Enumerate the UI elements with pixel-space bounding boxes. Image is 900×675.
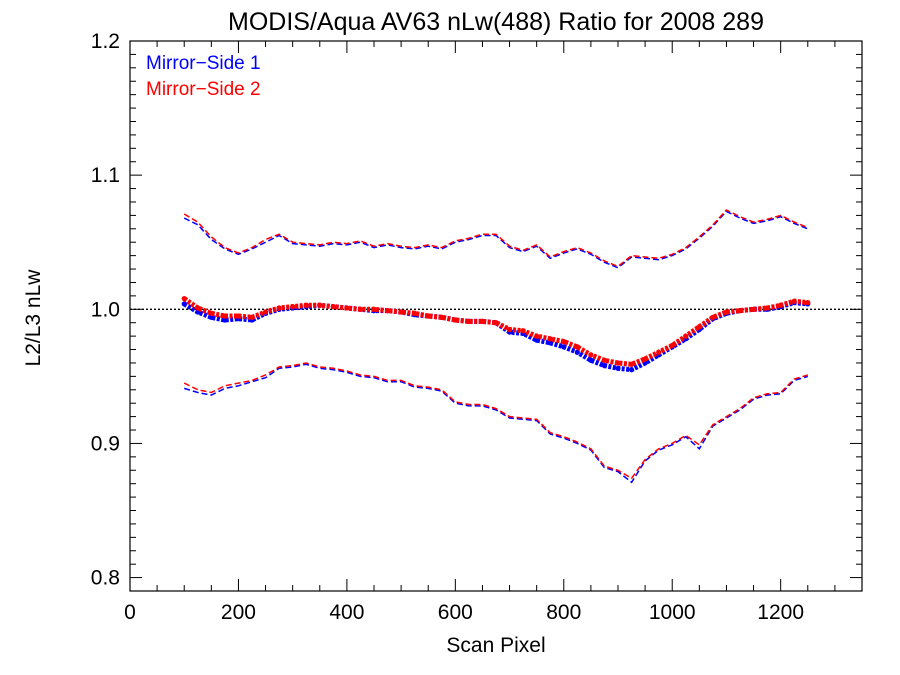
mean-point	[601, 357, 608, 363]
series-mirror-side-2	[181, 209, 811, 480]
plot-frame	[129, 40, 863, 592]
mean-ratio-line	[182, 300, 809, 373]
x-tick-label: 400	[329, 601, 364, 624]
mean-point	[181, 301, 187, 307]
x-tick-label: 0	[124, 601, 136, 624]
mean-point	[723, 309, 730, 315]
mean-point	[506, 326, 513, 333]
mean-point	[290, 304, 296, 310]
mean-point	[561, 344, 567, 350]
mean-point	[303, 302, 309, 308]
mean-point	[750, 306, 757, 312]
mean-point	[656, 349, 662, 355]
mean-point	[710, 314, 716, 320]
mean-point	[534, 337, 540, 343]
mean-point	[181, 295, 187, 302]
mean-point	[737, 308, 743, 314]
legend: Mirror−Side 1 Mirror−Side 2	[146, 53, 261, 100]
upper-bound-line	[183, 210, 809, 269]
mean-point	[317, 302, 323, 308]
mean-point	[764, 305, 770, 311]
mean-point	[561, 338, 567, 345]
mean-point	[479, 318, 486, 324]
mean-point	[588, 352, 594, 358]
mean-point	[344, 305, 350, 311]
mean-point	[371, 306, 377, 312]
mean-point	[628, 361, 635, 367]
mean-point	[547, 340, 553, 346]
mean-point	[412, 310, 418, 316]
x-axis-title: Scan Pixel	[446, 634, 545, 657]
mean-point	[778, 302, 784, 308]
x-tick-label: 200	[221, 601, 256, 624]
mean-point	[357, 306, 364, 312]
mean-point	[574, 344, 580, 350]
mean-point	[615, 365, 621, 371]
mean-point	[534, 333, 540, 339]
mean-point	[398, 309, 404, 315]
y-axis-title: L2/L3 nLw	[22, 269, 45, 367]
mean-point	[262, 309, 269, 315]
mean-point	[547, 336, 553, 342]
mean-ratio-line	[182, 296, 809, 367]
x-tick-label: 800	[546, 601, 581, 624]
upper-bound-line	[183, 209, 809, 268]
plot-border	[129, 40, 863, 592]
y-tick-label: 1.0	[91, 298, 120, 321]
mean-point	[439, 314, 445, 320]
mean-point	[601, 363, 608, 369]
mean-point	[222, 313, 228, 319]
x-tick-label: 1000	[649, 601, 696, 624]
mean-point	[615, 360, 621, 366]
legend-entry-mirror-side-2: Mirror−Side 2	[146, 79, 261, 100]
mean-point	[330, 304, 336, 310]
mean-point	[696, 324, 702, 330]
y-tick-label: 1.2	[91, 30, 120, 53]
mean-point	[425, 313, 431, 319]
axis-ticks: 0 200 400 600 800 1000 1200 0.8 0.9 1.0 1.1 1.2	[91, 30, 862, 624]
series-layer	[181, 209, 811, 484]
chart-title: MODIS/Aqua AV63 nLw(488) Ratio for 2008 …	[228, 8, 764, 36]
mean-point	[452, 317, 458, 323]
mean-point	[276, 305, 282, 311]
mean-point	[195, 305, 201, 311]
mean-point	[588, 357, 594, 363]
lower-bound-line	[183, 362, 809, 480]
mean-point	[628, 367, 635, 373]
mean-point	[669, 342, 675, 349]
mean-point	[805, 299, 811, 306]
mean-point	[384, 308, 391, 314]
y-tick-label: 0.9	[91, 432, 120, 455]
mean-point	[249, 314, 255, 320]
x-tick-label: 600	[438, 601, 473, 624]
mean-point	[208, 310, 214, 316]
mean-point	[493, 320, 499, 326]
mean-point	[222, 317, 228, 323]
y-tick-label: 1.1	[91, 164, 120, 187]
y-tick-label: 0.8	[91, 567, 120, 590]
mean-point	[574, 349, 580, 355]
mean-point	[235, 313, 242, 319]
mean-point	[642, 356, 648, 362]
series-mirror-side-1	[181, 210, 811, 484]
legend-entry-mirror-side-1: Mirror−Side 1	[146, 53, 261, 74]
mean-point	[520, 328, 526, 334]
mean-point	[791, 298, 797, 304]
mean-point	[683, 333, 689, 339]
lower-bound-line	[183, 363, 809, 484]
mean-point	[466, 318, 472, 324]
x-tick-label: 1200	[757, 601, 804, 624]
